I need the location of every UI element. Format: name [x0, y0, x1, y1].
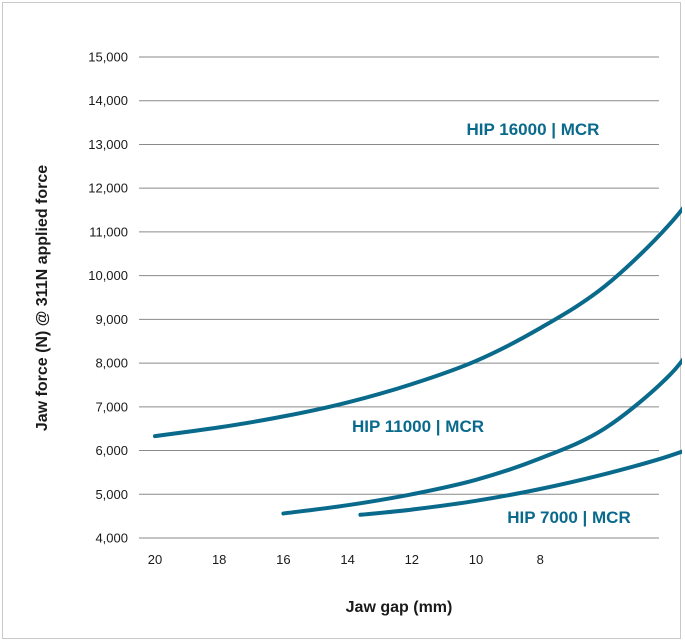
y-tick-label: 6,000 [95, 443, 128, 458]
y-tick-label: 11,000 [89, 224, 128, 239]
y-tick-label: 14,000 [88, 93, 128, 108]
x-tick-label: 8 [537, 552, 544, 567]
y-axis-title: Jaw force (N) @ 311N applied force [34, 165, 51, 431]
gridlines [139, 56, 659, 539]
x-tick-labels: 20 18 16 14 12 10 8 [148, 552, 544, 567]
line-chart: 4,000 5,000 6,000 7,000 8,000 9,000 10,000 11,0… [34, 50, 682, 616]
x-tick-label: 10 [469, 552, 483, 567]
x-tick-label: 20 [148, 552, 162, 567]
x-tick-label: 16 [276, 552, 290, 567]
y-tick-label: 4,000 [95, 531, 128, 546]
x-tick-label: 12 [405, 552, 419, 567]
series-line-3 [358, 449, 682, 517]
y-tick-label: 8,000 [95, 356, 128, 371]
x-tick-label: 18 [212, 552, 226, 567]
series-line-1 [153, 206, 682, 439]
y-tick-label: 9,000 [95, 312, 128, 327]
series-label-2: HIP 11000 | MCR [352, 417, 484, 436]
y-tick-label: 13,000 [88, 137, 128, 152]
x-tick-label: 14 [340, 552, 354, 567]
y-tick-label: 12,000 [88, 181, 128, 196]
series-lines [153, 206, 682, 517]
x-axis-title: Jaw gap (mm) [346, 599, 453, 616]
y-tick-label: 15,000 [88, 50, 128, 65]
series-label-1: HIP 16000 | MCR [467, 120, 600, 139]
series-labels: HIP 16000 | MCR HIP 11000 | MCR HIP 7000 |… [352, 120, 631, 527]
series-label-3: HIP 7000 | MCR [507, 508, 631, 527]
y-tick-label: 7,000 [95, 399, 128, 414]
y-tick-label: 10,000 [88, 268, 128, 283]
y-tick-label: 5,000 [95, 487, 128, 502]
y-tick-labels: 4,000 5,000 6,000 7,000 8,000 9,000 10,000 11,0… [88, 50, 128, 546]
series-line-2 [281, 357, 682, 516]
